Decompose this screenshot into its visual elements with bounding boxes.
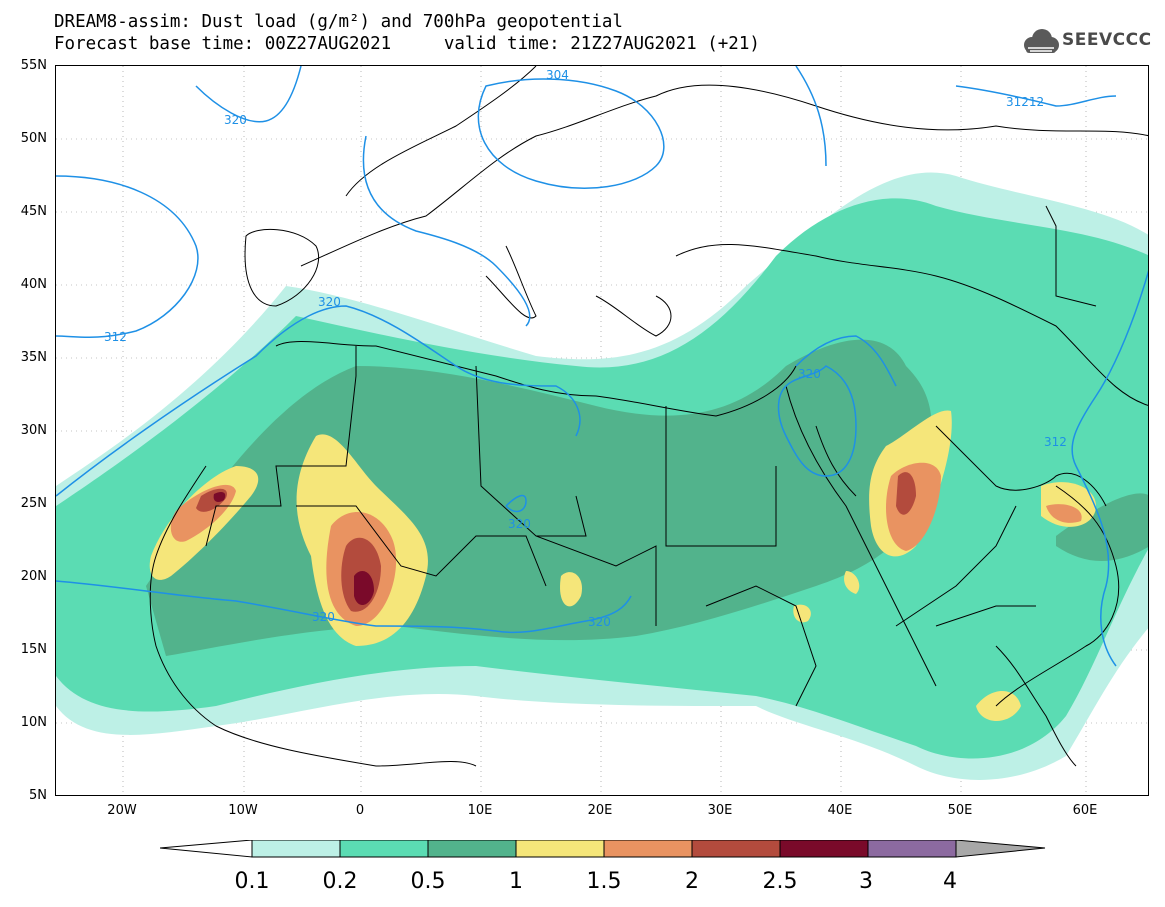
geopotential-contours	[56, 66, 1148, 667]
lon-label: 10W	[228, 803, 258, 818]
contour-label: 31212	[1006, 95, 1044, 109]
contour-label: 320	[312, 610, 335, 624]
lat-label: 35N	[20, 350, 47, 365]
colorbar-label: 0.2	[322, 869, 358, 894]
lon-label: 40E	[827, 803, 853, 818]
colorbar-swatch	[779, 840, 869, 858]
forecast-time-line: Forecast base time: 00Z27AUG2021 valid t…	[54, 34, 760, 54]
contour-label: 320	[224, 113, 247, 127]
colorbar-label: 2	[685, 869, 699, 894]
colorbar-swatch	[691, 840, 781, 858]
colorbar-label: 0.5	[410, 869, 446, 894]
colorbar-swatch	[339, 840, 429, 858]
lon-label: 50E	[947, 803, 973, 818]
colorbar-label: 0.1	[234, 869, 270, 894]
lat-label: 45N	[20, 204, 47, 219]
contour-label: 312	[1044, 435, 1067, 449]
lat-label: 5N	[29, 788, 47, 803]
colorbar-swatch	[867, 840, 957, 858]
lat-label: 25N	[20, 496, 47, 511]
contour-label: 312	[104, 330, 127, 344]
dust-level-2.5	[213, 492, 374, 606]
map-title: DREAM8-assim: Dust load (g/m²) and 700hP…	[54, 12, 623, 32]
colorbar-swatch	[515, 840, 605, 858]
colorbar-label: 1.5	[586, 869, 622, 894]
lon-label: 20E	[587, 803, 613, 818]
colorbar-swatch	[603, 840, 693, 858]
contour-label: 320	[318, 295, 341, 309]
colorbar-swatch	[427, 840, 517, 858]
lon-label: 0	[355, 803, 365, 818]
lon-label: 20W	[107, 803, 137, 818]
lon-label: 60E	[1072, 803, 1098, 818]
seevccc-logo	[1024, 29, 1059, 53]
contour-label: 304	[546, 68, 569, 82]
colorbar	[160, 840, 1046, 858]
lat-label: 30N	[20, 423, 47, 438]
lat-label: 10N	[20, 715, 47, 730]
contour-labels: 304 312 320 320 312 320 320 320 320 3121…	[104, 68, 1067, 629]
logo-text: SEEVCCC	[1062, 30, 1152, 50]
colorbar-label: 3	[859, 869, 873, 894]
lat-label: 20N	[20, 569, 47, 584]
coastlines-borders	[149, 66, 1148, 767]
colorbar-high-arrow	[955, 840, 1046, 858]
colorbar-label: 2.5	[762, 869, 798, 894]
lon-label: 10E	[467, 803, 493, 818]
lat-label: 15N	[20, 642, 47, 657]
lon-label: 30E	[707, 803, 733, 818]
contour-label: 320	[508, 517, 531, 531]
map-canvas: 304 312 320 320 312 320 320 320 320 3121…	[56, 66, 1148, 795]
lat-label: 55N	[20, 58, 47, 73]
colorbar-label: 1	[509, 869, 523, 894]
colorbar-label: 4	[943, 869, 957, 894]
lat-label: 50N	[20, 131, 47, 146]
colorbar-swatch	[251, 840, 341, 858]
contour-label: 320	[798, 367, 821, 381]
colorbar-low-arrow	[160, 840, 253, 858]
cloud-icon	[1024, 29, 1059, 53]
dust-map: 304 312 320 320 312 320 320 320 320 3121…	[55, 65, 1149, 796]
lat-label: 40N	[20, 277, 47, 292]
contour-label: 320	[588, 615, 611, 629]
